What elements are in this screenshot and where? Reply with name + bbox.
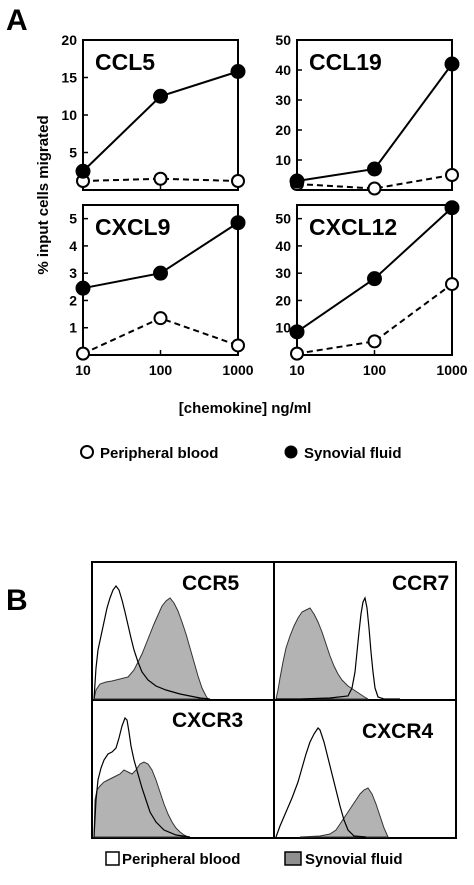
ccl5-ytick-label: 20 bbox=[61, 32, 77, 48]
panel-b-label: B bbox=[6, 584, 28, 617]
cxcl12-peripheral-blood-point bbox=[367, 334, 382, 349]
cxcl12-peripheral-blood-line bbox=[296, 283, 453, 355]
ccr7-label: CCR7 bbox=[392, 572, 449, 595]
cxcl12-ytick-label: 30 bbox=[275, 265, 291, 281]
cxcr4-synovial-histogram bbox=[299, 787, 389, 838]
cxcr3-synovial-histogram bbox=[93, 761, 189, 838]
ccr5-label: CCR5 bbox=[182, 572, 239, 595]
cxcl9-synovial-fluid-point bbox=[75, 280, 91, 296]
cxcl12-peripheral-blood-point bbox=[445, 277, 459, 292]
ccl19-peripheral-blood-point bbox=[445, 168, 459, 182]
cxcl12-title: CXCL12 bbox=[309, 214, 397, 240]
cxcl12-synovial-fluid-point bbox=[289, 324, 305, 340]
legend-a: Peripheral blood Synovial fluid bbox=[80, 445, 402, 462]
ccl19-title: CCL19 bbox=[309, 49, 382, 75]
cxcr3-peripheral-histogram bbox=[93, 716, 191, 838]
cxcl12-ytick-label: 10 bbox=[275, 320, 291, 336]
legend-peripheral-label: Peripheral blood bbox=[100, 445, 218, 462]
cxcl9-peripheral-blood-point bbox=[153, 311, 168, 326]
ccl5-title: CCL5 bbox=[95, 49, 155, 75]
legend-b-peripheral-swatch bbox=[105, 851, 120, 866]
cxcl9-ytick-label: 1 bbox=[69, 320, 77, 336]
cxcl9-peripheral-blood-point bbox=[76, 346, 90, 361]
legend-synovial-label: Synovial fluid bbox=[304, 445, 402, 462]
legend-b: Peripheral blood Synovial fluid bbox=[105, 851, 403, 868]
legend-b-synovial-swatch bbox=[284, 851, 302, 866]
ccl19-ytick-label: 20 bbox=[275, 122, 291, 138]
cxcl9-synovial-fluid-point bbox=[230, 215, 246, 231]
ccl5-synovial-fluid-point bbox=[153, 88, 168, 104]
ccr5-synovial-histogram bbox=[93, 597, 209, 700]
ccl5-peripheral-blood-line bbox=[82, 177, 239, 182]
cxcl12-synovial-fluid-point bbox=[444, 200, 460, 216]
ccl19-chart: 10 20 30 40 50 CCL19 bbox=[275, 32, 460, 196]
ccl19-synovial-fluid-point bbox=[289, 173, 305, 189]
ccl5-peripheral-blood-point bbox=[231, 174, 245, 188]
histogram-grid: CCR5 CCR7 CXCR3 CXCR4 bbox=[91, 561, 457, 839]
ccl5-plot-frame bbox=[82, 39, 239, 191]
ccr5-peripheral-histogram bbox=[93, 585, 211, 700]
ccl19-ytick-label: 50 bbox=[275, 32, 291, 48]
legend-synovial-marker bbox=[284, 445, 298, 459]
cxcr3-label: CXCR3 bbox=[172, 709, 243, 732]
legend-peripheral-marker bbox=[80, 445, 94, 459]
ccl19-peripheral-blood-point bbox=[367, 181, 382, 196]
ccl5-synovial-fluid-point bbox=[75, 163, 91, 179]
cxcr4-peripheral-histogram bbox=[275, 727, 367, 838]
cxcl12-chart: 10 20 30 40 50 10 100 1000 CXCL12 bbox=[275, 200, 468, 378]
cxcl9-peripheral-blood-point bbox=[231, 338, 245, 353]
cxcl12-xtick-label: 100 bbox=[363, 362, 387, 378]
cxcl9-synovial-fluid-point bbox=[153, 265, 168, 281]
cxcl9-ytick-label: 2 bbox=[69, 292, 77, 308]
y-axis-label: % input cells migrated bbox=[35, 115, 52, 274]
legend-b-peripheral-label: Peripheral blood bbox=[122, 851, 240, 868]
ccl5-chart: 5 10 15 20 CCL5 bbox=[61, 32, 246, 191]
legend-b-synovial-label: Synovial fluid bbox=[305, 851, 403, 868]
cxcr4-label: CXCR4 bbox=[362, 720, 434, 743]
cxcl9-title: CXCL9 bbox=[95, 214, 170, 240]
ccl19-synovial-fluid-point bbox=[367, 161, 382, 177]
ccl19-ytick-label: 30 bbox=[275, 92, 291, 108]
cxcl12-xtick-label: 1000 bbox=[436, 362, 467, 378]
ccl5-ytick-label: 5 bbox=[69, 145, 77, 161]
cxcl12-ytick-label: 20 bbox=[275, 292, 291, 308]
cxcl9-xtick-label: 100 bbox=[149, 362, 173, 378]
ccl5-synovial-fluid-point bbox=[230, 64, 246, 79]
ccl5-ytick-label: 10 bbox=[61, 107, 77, 123]
x-axis-label: [chemokine] ng/ml bbox=[179, 400, 312, 417]
ccl5-ytick-label: 15 bbox=[61, 70, 77, 86]
cxcl9-ytick-label: 4 bbox=[69, 238, 77, 254]
ccr7-synovial-histogram bbox=[275, 607, 369, 700]
ccl19-synovial-fluid-point bbox=[444, 56, 460, 72]
cxcl9-xtick-label: 1000 bbox=[222, 362, 253, 378]
cxcl12-peripheral-blood-point bbox=[290, 346, 304, 361]
cxcl12-ytick-label: 40 bbox=[275, 238, 291, 254]
ccl5-peripheral-blood-point bbox=[153, 171, 168, 186]
cxcl12-xtick-label: 10 bbox=[289, 362, 305, 378]
ccl19-ytick-label: 10 bbox=[275, 152, 291, 168]
ccl19-peripheral-blood-line bbox=[296, 174, 453, 190]
cxcl12-ytick-label: 50 bbox=[275, 211, 291, 227]
cxcl9-plot-frame bbox=[82, 204, 239, 356]
cxcl9-xtick-label: 10 bbox=[75, 362, 91, 378]
cxcl9-ytick-label: 3 bbox=[69, 265, 77, 281]
panel-a-label: A bbox=[6, 4, 28, 37]
ccl19-ytick-label: 40 bbox=[275, 62, 291, 78]
ccr7-peripheral-histogram bbox=[276, 596, 400, 700]
cxcl9-ytick-label: 5 bbox=[69, 211, 77, 227]
cxcl9-chart: 1 2 3 4 5 10 100 1000 CXCL9 bbox=[69, 204, 254, 378]
cxcl12-synovial-fluid-point bbox=[367, 271, 382, 287]
line-charts: 5 10 15 20 CCL5 10 20 30 40 50 CCL19 1 2 3 4 5 10 100 1000… bbox=[61, 32, 467, 378]
